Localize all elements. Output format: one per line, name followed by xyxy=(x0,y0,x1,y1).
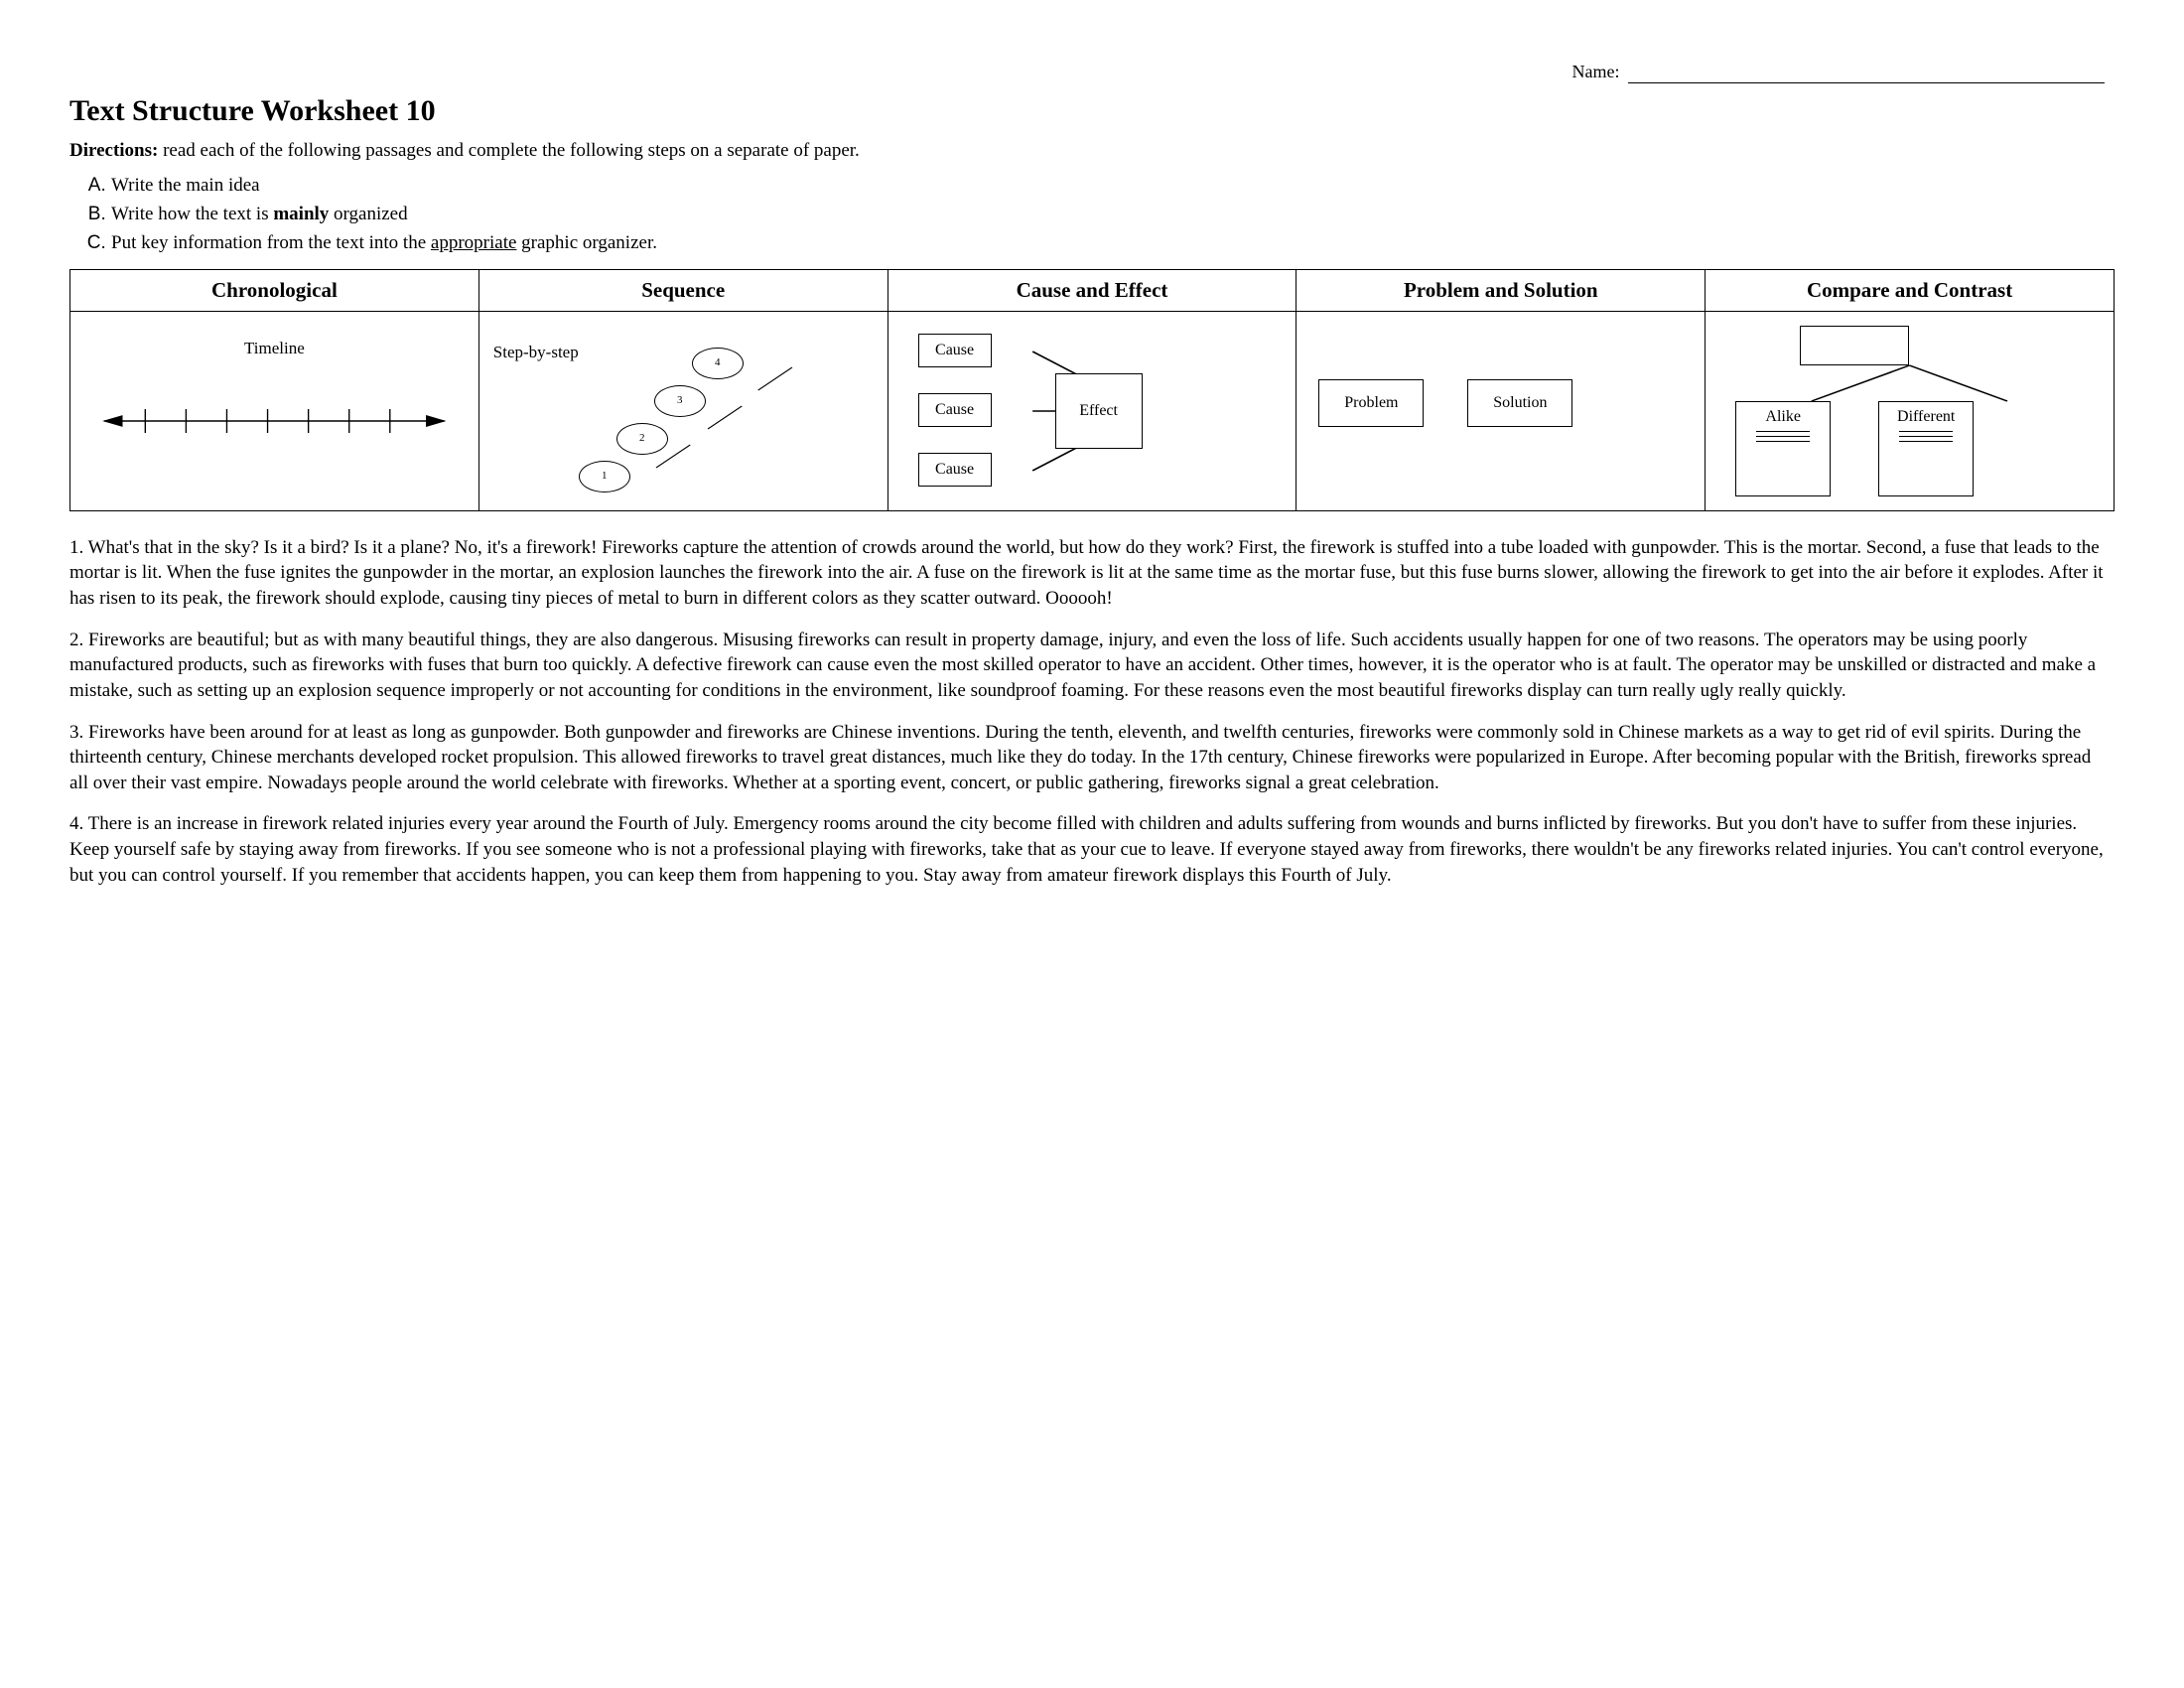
step-c: Put key information from the text into t… xyxy=(111,230,2115,256)
passage-1: 1. What's that in the sky? Is it a bird?… xyxy=(69,535,2115,612)
cell-problem-solution: Problem Solution xyxy=(1297,311,1706,510)
cell-compare-contrast: Alike Different xyxy=(1706,311,2115,510)
name-label: Name: xyxy=(1572,62,1620,81)
step-a: Write the main idea xyxy=(111,173,2115,199)
page-title: Text Structure Worksheet 10 xyxy=(69,91,2115,132)
directions-label: Directions: xyxy=(69,140,158,161)
sequence-oval-4: 4 xyxy=(692,348,744,379)
sequence-oval-1: 1 xyxy=(579,461,630,492)
organizer-table: Chronological Sequence Cause and Effect … xyxy=(69,269,2115,510)
alike-label: Alike xyxy=(1765,406,1801,428)
problem-box: Problem xyxy=(1318,379,1424,427)
name-field-line: Name: xyxy=(69,60,2115,83)
sequence-oval-2: 2 xyxy=(616,423,668,455)
alike-box: Alike xyxy=(1735,401,1831,496)
col-cause-effect: Cause and Effect xyxy=(887,270,1297,311)
passage-2: 2. Fireworks are beautiful; but as with … xyxy=(69,628,2115,704)
solution-box: Solution xyxy=(1467,379,1572,427)
col-compare-contrast: Compare and Contrast xyxy=(1706,270,2115,311)
cause-box-2: Cause xyxy=(918,393,992,427)
sequence-caption: Step-by-step xyxy=(493,342,579,364)
passage-3: 3. Fireworks have been around for at lea… xyxy=(69,720,2115,796)
directions-text: read each of the following passages and … xyxy=(158,140,859,161)
directions-line: Directions: read each of the following p… xyxy=(69,138,2115,164)
cell-sequence: Step-by-step 1 2 3 4 xyxy=(478,311,887,510)
steps-list: Write the main idea Write how the text i… xyxy=(111,173,2115,255)
col-chronological: Chronological xyxy=(70,270,479,311)
col-problem-solution: Problem and Solution xyxy=(1297,270,1706,311)
cc-top-box xyxy=(1800,326,1909,365)
name-input-underline[interactable] xyxy=(1628,82,2105,83)
cause-box-1: Cause xyxy=(918,334,992,367)
alike-lines xyxy=(1756,427,1810,446)
col-sequence: Sequence xyxy=(478,270,887,311)
different-label: Different xyxy=(1897,406,1955,428)
different-lines xyxy=(1899,427,1953,446)
sequence-oval-3: 3 xyxy=(654,385,706,417)
step-b: Write how the text is mainly organized xyxy=(111,202,2115,227)
timeline-caption: Timeline xyxy=(70,338,478,360)
cause-box-3: Cause xyxy=(918,453,992,487)
effect-box: Effect xyxy=(1055,373,1143,449)
different-box: Different xyxy=(1878,401,1974,496)
cell-cause-effect: Cause Cause Cause Effect xyxy=(887,311,1297,510)
cell-chronological: Timeline xyxy=(70,311,479,510)
passage-4: 4. There is an increase in firework rela… xyxy=(69,811,2115,888)
